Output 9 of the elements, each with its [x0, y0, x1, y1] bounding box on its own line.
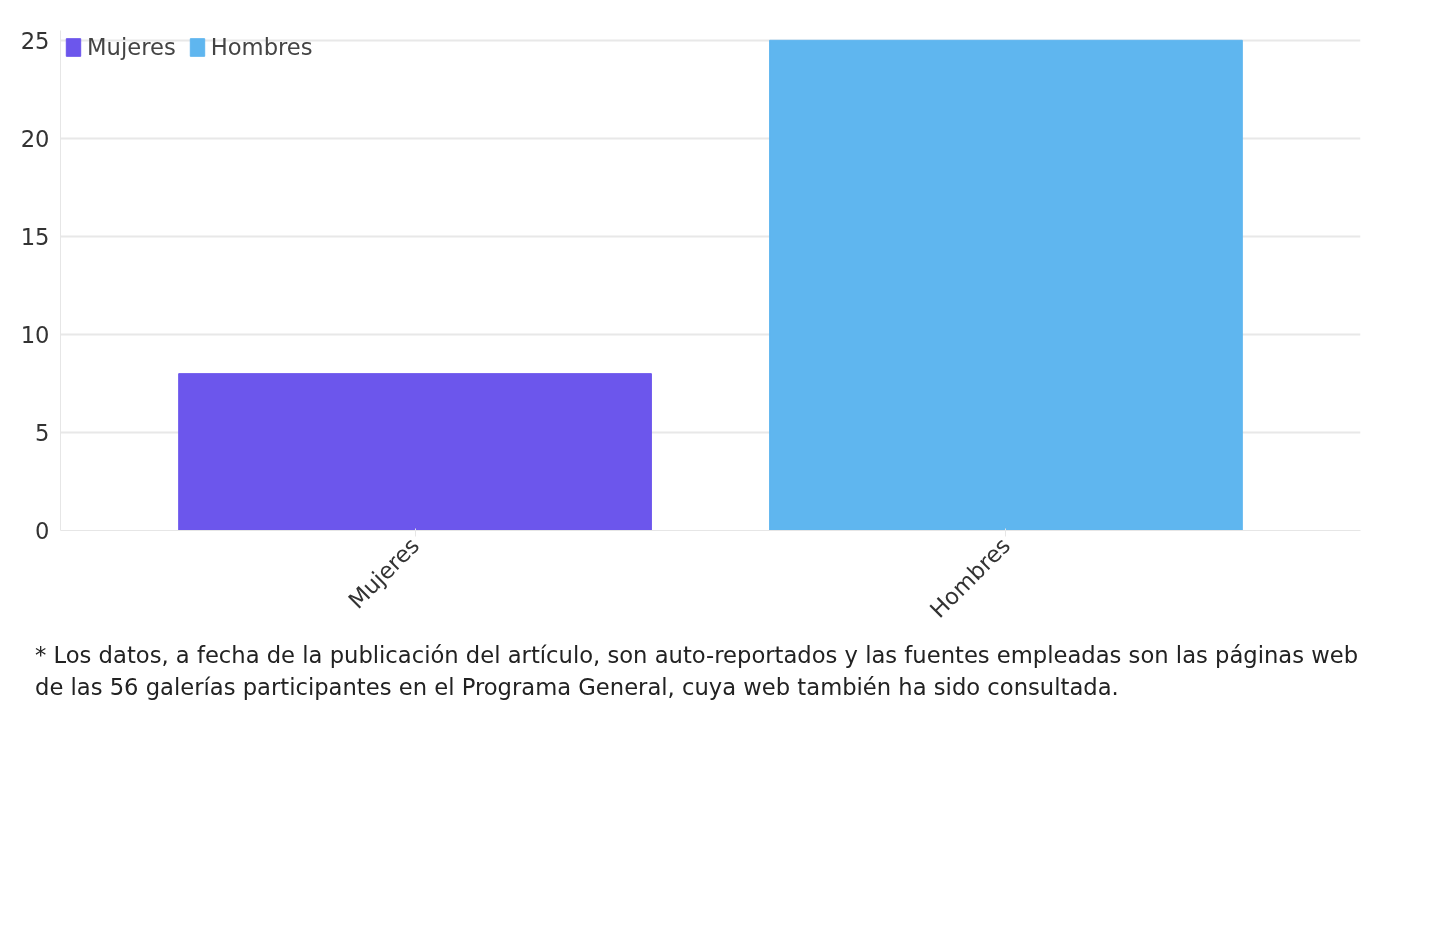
- text: * Los datos, a fecha de la publicación del artículo, son auto-reportados y las fuentes empleadas son las páginas web de las 56 galerías participantes en el Programa General, cuya web también ha sido consultada.: [35, 641, 1360, 703]
- y-tick-label: 15: [20, 223, 50, 250]
- y-tick-label: 25: [20, 27, 50, 54]
- y-tick-label: 5: [35, 419, 50, 446]
- legend-label: Mujeres: [87, 34, 176, 60]
- y-tick-label: 0: [35, 518, 50, 544]
- y-tick-label: 20: [20, 125, 50, 152]
- legend-label: Hombres: [210, 34, 313, 60]
- y-tick-label: 10: [20, 321, 50, 348]
